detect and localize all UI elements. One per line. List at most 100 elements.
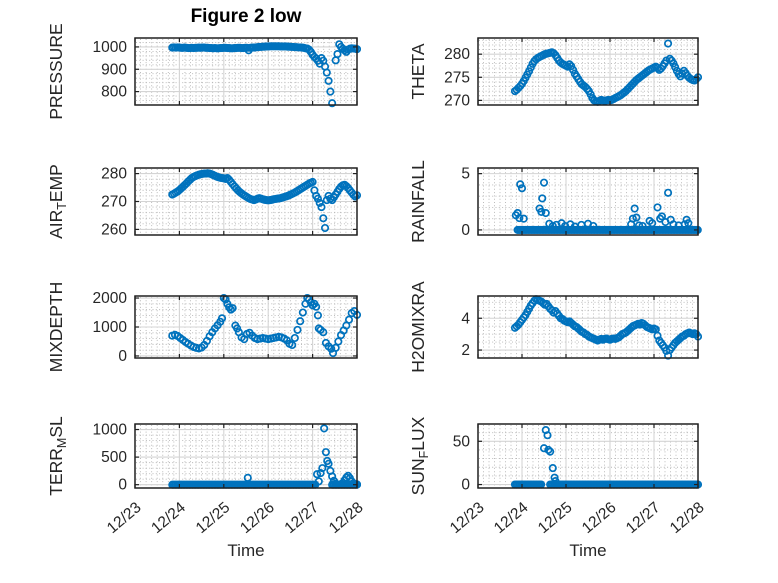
y-tick-label: 275 (444, 69, 470, 86)
tick-marks (134, 168, 358, 235)
data-point-marker (539, 178, 549, 187)
data-point-marker (308, 177, 317, 187)
y-tick-label: 0 (461, 477, 470, 494)
plot-background (135, 424, 357, 488)
y-tick-label: 4 (461, 310, 470, 327)
data-point-marker (313, 194, 322, 203)
y-axis-label-rainfall: RAINFALL (408, 160, 428, 243)
y-tick-label: 270 (444, 92, 470, 109)
data-point-marker (288, 340, 297, 350)
data-point-marker (315, 198, 324, 207)
data-point-marker (657, 212, 666, 221)
data-point-marker (334, 337, 343, 346)
data-point-marker (551, 477, 560, 486)
x-tick-label: 12/23 (104, 499, 145, 537)
data-point-marker (344, 315, 354, 324)
subplot-rainfall: 0 5 RAINFALL (408, 160, 702, 243)
data-point-marker (342, 473, 351, 482)
minor-grid (136, 425, 356, 487)
data-point-marker (632, 213, 641, 222)
data-point-marker (320, 424, 329, 433)
x-tick-label: 12/23 (447, 499, 488, 537)
data-point-marker (546, 447, 555, 456)
axes-box (134, 37, 358, 106)
data-point-marker (653, 203, 662, 212)
y-axis-label-terrmsl: TERRMSL (46, 416, 69, 496)
y-axis-label-pressure: PRESSURE (46, 23, 66, 119)
y-tick-label: 500 (101, 449, 127, 466)
tick-marks (477, 168, 699, 235)
y-tick-label: 280 (444, 46, 470, 63)
axes-box (477, 37, 699, 106)
subplot-h2omixra: 2 4 H2OMIXRA (408, 281, 702, 373)
y-tick-label: 0 (118, 477, 127, 494)
subplot-airtemp: 260 270 280 AIRTEMP (46, 164, 361, 239)
x-tick-label: 12/24 (491, 499, 532, 537)
data-point-marker (298, 308, 307, 317)
data-point-marker (313, 311, 322, 320)
data-point-marker (548, 221, 557, 231)
y-axis-label-theta: THETA (408, 43, 428, 99)
data-point-marker (312, 470, 322, 479)
y-tick-label: 260 (101, 221, 127, 238)
data-point-marker (312, 302, 321, 311)
data-point-marker (326, 87, 335, 96)
data-point-marker (320, 223, 330, 233)
data-point-marker (539, 444, 549, 453)
y-tick-label: 0 (461, 222, 470, 239)
x-axis-label-right: Time (569, 541, 607, 560)
axes-box (477, 295, 699, 359)
data-point-marker (519, 214, 528, 223)
subplot-pressure: 800 900 1000 PRESSURE (46, 23, 361, 120)
y-axis-label-h2omixra: H2OMIXRA (408, 281, 428, 373)
data-point-marker (669, 220, 678, 229)
data-point-marker (628, 214, 637, 223)
y-tick-label: 280 (101, 166, 127, 183)
tick-marks (477, 296, 699, 358)
y-tick-label: 1000 (93, 39, 128, 56)
y-tick-label: 1000 (93, 422, 128, 439)
data-point-marker (653, 331, 662, 340)
data-points (510, 39, 702, 106)
data-point-marker (541, 208, 550, 218)
axes-box (477, 167, 699, 236)
data-point-marker (634, 221, 644, 230)
data-point-marker (331, 343, 340, 352)
data-point-marker (589, 221, 598, 231)
data-point-marker (314, 477, 323, 486)
y-tick-label: 1000 (93, 319, 128, 336)
data-point-marker (515, 214, 524, 223)
data-point-marker (692, 75, 701, 84)
y-axis-label-mixdepth: MIXDEPTH (46, 282, 66, 372)
subplot-sunflux: 0 50 12/23 12/24 12/25 12/26 12/27 12/28 SUNFLUX (408, 416, 708, 537)
y-tick-label: 900 (101, 61, 127, 78)
y-tick-label: 5 (461, 166, 470, 183)
data-point-marker (516, 180, 525, 189)
data-point-marker (635, 320, 644, 329)
data-point-marker (319, 214, 328, 223)
data-point-marker (327, 344, 336, 353)
data-point-marker (544, 445, 553, 454)
y-tick-label: 50 (453, 433, 471, 450)
tick-marks (477, 38, 699, 105)
x-tick-label: 12/27 (623, 499, 664, 537)
y-axis-label-airtemp: AIRTEMP (46, 164, 69, 239)
axes-box (477, 423, 699, 489)
data-point-marker (537, 207, 546, 216)
figure-title: Figure 2 low (190, 6, 302, 27)
data-points (168, 169, 361, 233)
data-point-marker (317, 203, 326, 212)
tick-marks (134, 38, 358, 105)
plot-background (478, 424, 698, 488)
data-point-marker (648, 219, 657, 228)
x-axis-label-left: Time (227, 541, 265, 560)
data-point-marker (664, 39, 673, 48)
data-point-marker (243, 473, 252, 482)
tick-marks (477, 424, 699, 488)
data-point-marker (664, 188, 673, 197)
minor-grid (136, 169, 356, 234)
x-tick-label: 12/27 (282, 499, 323, 537)
y-tick-label: 0 (118, 348, 127, 365)
